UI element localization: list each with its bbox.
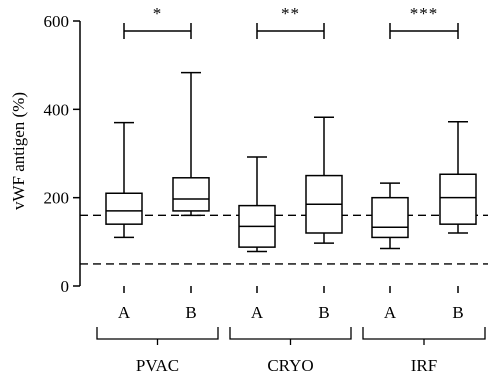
significance-stars: ***	[410, 4, 439, 23]
group-label: CRYO	[267, 356, 313, 375]
plot-area: 0 200 400 600 A B * PVAC A B ** CRYO A B *** IRF	[44, 4, 488, 375]
y-tick-label: 200	[44, 189, 70, 208]
group-label: IRF	[411, 356, 437, 375]
x-category-label: A	[384, 303, 397, 322]
box-iqr	[439, 173, 477, 225]
y-tick-label: 0	[61, 277, 70, 296]
y-tick-label: 400	[44, 100, 70, 119]
x-category-label: B	[318, 303, 329, 322]
y-axis-label: vWF antigen (%)	[9, 92, 28, 210]
significance-stars: *	[153, 4, 163, 23]
x-category-label: B	[452, 303, 463, 322]
group-bracket	[96, 327, 219, 345]
x-category-label: B	[185, 303, 196, 322]
box-iqr	[105, 192, 143, 225]
group-label: PVAC	[136, 356, 179, 375]
box-iqr	[371, 196, 409, 239]
box-iqr	[172, 177, 210, 212]
group-bracket	[229, 327, 352, 345]
significance-stars: **	[281, 4, 300, 23]
x-category-label: A	[251, 303, 264, 322]
x-category-label: A	[118, 303, 131, 322]
y-tick-label: 600	[44, 12, 70, 31]
group-bracket	[362, 327, 486, 345]
